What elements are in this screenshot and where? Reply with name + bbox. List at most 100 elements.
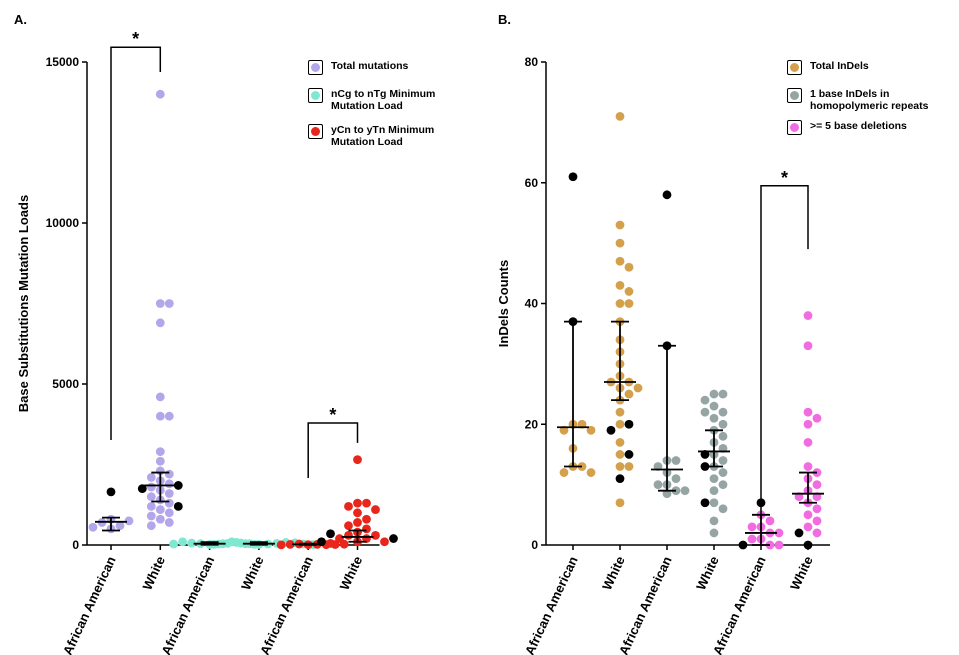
y-tick-label: 40 xyxy=(525,297,539,311)
data-point xyxy=(155,505,165,514)
data-point xyxy=(606,425,616,435)
y-tick-label: 80 xyxy=(525,55,539,69)
data-point xyxy=(559,468,569,477)
data-point xyxy=(718,389,728,399)
legend-dot xyxy=(311,91,320,100)
legend-dot xyxy=(790,123,799,132)
data-point xyxy=(803,419,813,429)
data-point xyxy=(615,498,625,508)
legend-dot xyxy=(790,91,799,100)
y-axis-label: InDels Counts xyxy=(496,260,511,347)
data-point xyxy=(718,407,728,417)
data-point xyxy=(586,468,596,477)
data-point xyxy=(624,450,634,459)
data-point xyxy=(709,413,719,423)
legend-dot xyxy=(311,127,320,136)
data-point xyxy=(718,419,728,429)
y-tick-label: 60 xyxy=(525,176,539,190)
data-point xyxy=(803,407,813,417)
data-point xyxy=(326,529,335,539)
data-point xyxy=(709,389,719,399)
significance-bracket xyxy=(760,185,809,515)
legend-label: 1 base InDels in homopolymeric repeats xyxy=(810,88,929,112)
data-point xyxy=(326,538,335,548)
data-point xyxy=(624,262,634,272)
data-point xyxy=(615,450,625,459)
legend-swatch xyxy=(787,60,802,75)
data-point xyxy=(187,538,197,548)
data-point xyxy=(164,411,174,421)
data-point xyxy=(662,190,672,200)
data-point xyxy=(615,437,625,447)
data-point xyxy=(803,522,813,532)
legend-swatch xyxy=(308,88,323,103)
data-point xyxy=(624,299,634,308)
significance-star: * xyxy=(329,405,336,425)
data-point xyxy=(624,287,634,296)
data-point xyxy=(615,256,625,266)
data-point xyxy=(709,528,719,538)
data-point xyxy=(812,413,822,423)
data-point xyxy=(164,469,174,479)
x-tick-label: African American xyxy=(158,554,217,655)
data-point xyxy=(700,498,710,508)
significance-bracket xyxy=(307,422,359,479)
data-point xyxy=(615,419,625,429)
data-point xyxy=(146,521,156,531)
data-point xyxy=(88,522,98,532)
legend-label: nCg to nTg Minimum Mutation Load xyxy=(331,88,436,112)
legend-entry: >= 5 base deletions xyxy=(787,120,947,135)
data-point xyxy=(146,482,156,492)
x-tick-label: African American xyxy=(257,554,316,655)
legend-swatch xyxy=(308,124,323,139)
significance-star: * xyxy=(781,168,788,188)
data-point xyxy=(115,521,125,531)
data-point xyxy=(155,447,165,457)
data-point xyxy=(146,511,156,521)
data-point xyxy=(633,383,643,393)
x-tick-label: African American xyxy=(616,554,675,655)
data-point xyxy=(164,518,174,527)
legend-swatch xyxy=(308,60,323,75)
data-point xyxy=(671,456,681,465)
y-tick-label: 0 xyxy=(531,538,538,552)
data-point xyxy=(169,539,179,549)
data-point xyxy=(146,492,156,502)
data-point xyxy=(624,419,634,429)
data-point xyxy=(615,220,625,230)
data-point xyxy=(137,484,147,494)
data-point xyxy=(615,407,625,417)
data-point xyxy=(615,238,625,248)
data-point xyxy=(353,518,362,527)
x-tick-label: White xyxy=(787,554,816,592)
data-point xyxy=(285,539,295,549)
data-point xyxy=(615,111,625,121)
data-point xyxy=(124,516,134,526)
significance-bracket xyxy=(110,46,162,441)
data-point xyxy=(680,486,690,496)
data-point xyxy=(568,172,578,182)
data-point xyxy=(615,474,625,483)
legend-dot xyxy=(790,63,799,72)
data-point xyxy=(653,480,663,490)
data-point xyxy=(718,456,728,465)
data-point xyxy=(178,537,188,547)
legend-entry: Total InDels xyxy=(787,60,947,75)
x-tick-label: African American xyxy=(522,554,581,655)
data-point xyxy=(155,318,165,328)
data-point xyxy=(173,481,183,490)
data-point xyxy=(164,508,174,518)
data-point xyxy=(803,437,813,447)
data-point xyxy=(276,540,286,550)
legend-swatch xyxy=(787,120,802,135)
data-point xyxy=(803,540,813,550)
data-point xyxy=(718,431,728,441)
data-point xyxy=(709,498,719,508)
legend-label: >= 5 base deletions xyxy=(810,120,907,132)
data-point xyxy=(362,514,371,524)
data-point xyxy=(146,501,156,511)
data-point xyxy=(173,501,183,511)
data-point xyxy=(335,534,344,543)
legend-swatch xyxy=(787,88,802,103)
